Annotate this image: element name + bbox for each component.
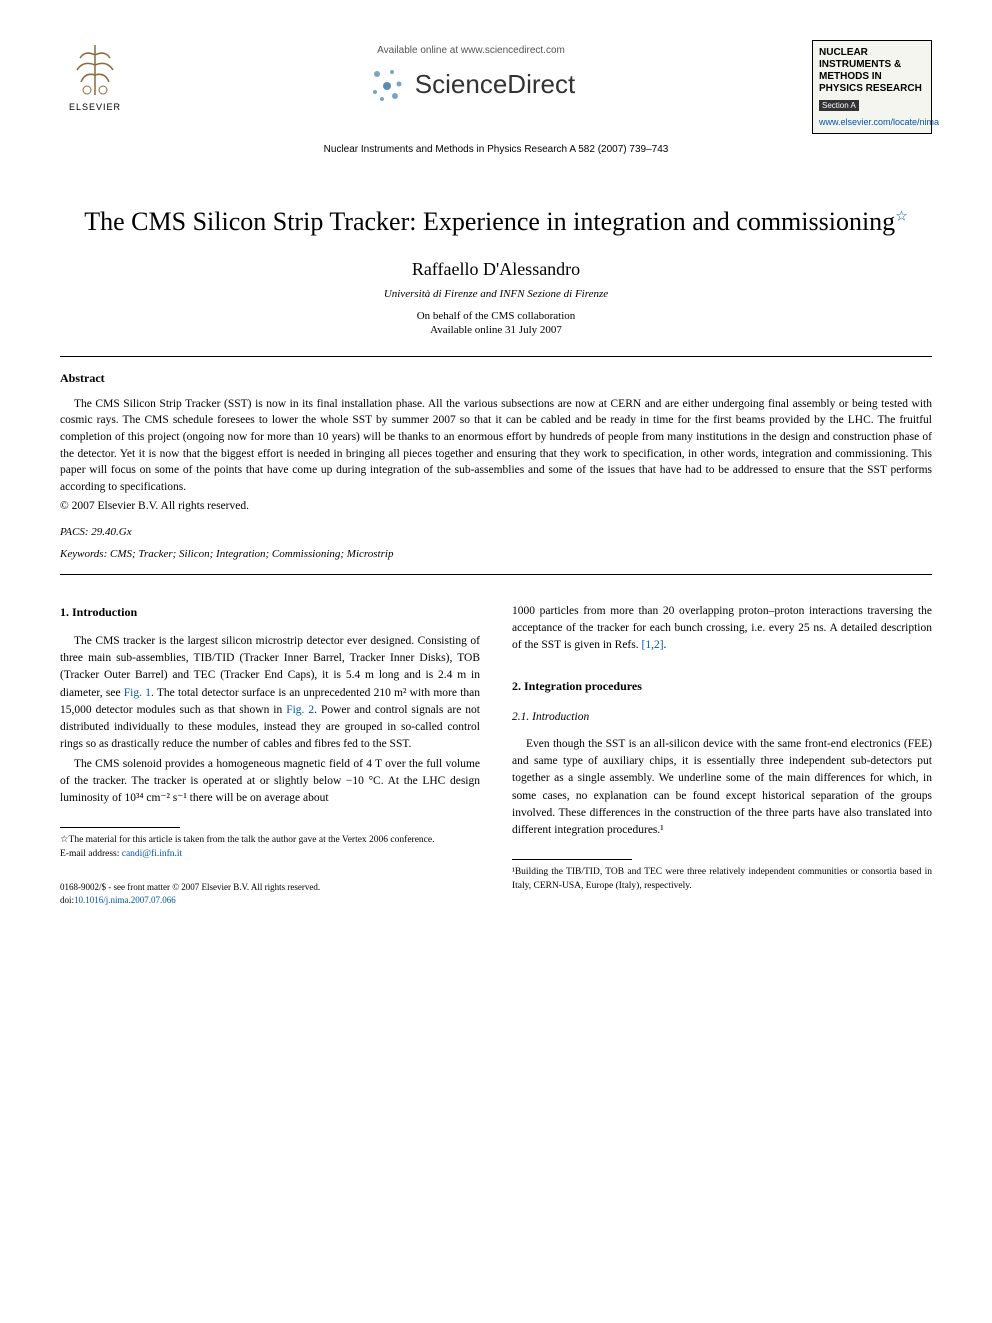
divider	[60, 574, 932, 575]
keywords-label: Keywords:	[60, 548, 107, 560]
front-matter-block: 0168-9002/$ - see front matter © 2007 El…	[60, 881, 480, 906]
footnote-email: E-mail address: candi@fi.infn.it	[60, 848, 480, 861]
abstract-label: Abstract	[60, 371, 932, 386]
journal-box: NUCLEAR INSTRUMENTS & METHODS IN PHYSICS…	[812, 40, 932, 134]
doi-line: doi:10.1016/j.nima.2007.07.066	[60, 894, 480, 907]
intro-paragraph-2-cont: 1000 particles from more than 20 overlap…	[512, 603, 932, 655]
doi-label: doi:	[60, 895, 74, 905]
sciencedirect-block: Available online at www.sciencedirect.co…	[130, 40, 812, 104]
citation-line: Nuclear Instruments and Methods in Physi…	[60, 144, 932, 155]
intro-p2-cont-text: 1000 particles from more than 20 overlap…	[512, 605, 932, 652]
on-behalf-text: On behalf of the CMS collaboration	[60, 310, 932, 322]
pacs-value: 29.40.Gx	[91, 526, 131, 538]
refs-12-link[interactable]: [1,2]	[641, 639, 663, 651]
email-link[interactable]: candi@fi.infn.it	[122, 849, 182, 859]
footnote-1: ¹Building the TIB/TID, TOB and TEC were …	[512, 866, 932, 893]
sciencedirect-name: ScienceDirect	[415, 69, 575, 100]
available-online-date: Available online 31 July 2007	[60, 324, 932, 336]
fig-2-link[interactable]: Fig. 2	[286, 704, 314, 716]
integration-paragraph-1: Even though the SST is an all-silicon de…	[512, 736, 932, 840]
available-online-text: Available online at www.sciencedirect.co…	[130, 45, 812, 56]
journal-box-section: Section A	[819, 100, 859, 111]
email-label: E-mail address:	[60, 849, 119, 859]
section-2-heading: 2. Integration procedures	[512, 677, 932, 695]
title-star-icon[interactable]: ☆	[895, 209, 908, 224]
section-1-heading: 1. Introduction	[60, 603, 480, 621]
header-row: ELSEVIER Available online at www.science…	[60, 40, 932, 134]
keywords-value: CMS; Tracker; Silicon; Integration; Comm…	[110, 548, 393, 560]
doi-link[interactable]: 10.1016/j.nima.2007.07.066	[74, 895, 176, 905]
keywords-line: Keywords: CMS; Tracker; Silicon; Integra…	[60, 548, 932, 560]
front-matter-text: 0168-9002/$ - see front matter © 2007 El…	[60, 881, 480, 894]
left-column: 1. Introduction The CMS tracker is the l…	[60, 603, 480, 906]
right-column: 1000 particles from more than 20 overlap…	[512, 603, 932, 906]
elsevier-logo: ELSEVIER	[60, 40, 130, 120]
section-2-1-heading: 2.1. Introduction	[512, 709, 932, 726]
abstract-copyright: © 2007 Elsevier B.V. All rights reserved…	[60, 500, 932, 512]
title-block: The CMS Silicon Strip Tracker: Experienc…	[60, 205, 932, 239]
elsevier-tree-icon	[65, 40, 125, 100]
intro-p2-end: .	[664, 639, 667, 651]
footnote-star: ☆The material for this article is taken …	[60, 834, 480, 847]
journal-box-link[interactable]: www.elsevier.com/locate/nima	[819, 117, 925, 127]
journal-box-title: NUCLEAR INSTRUMENTS & METHODS IN PHYSICS…	[819, 47, 925, 95]
pacs-label: PACS:	[60, 526, 89, 538]
article-title: The CMS Silicon Strip Tracker: Experienc…	[60, 205, 932, 239]
footnote-divider	[60, 827, 180, 828]
article-title-text: The CMS Silicon Strip Tracker: Experienc…	[84, 207, 895, 236]
intro-paragraph-1: The CMS tracker is the largest silicon m…	[60, 633, 480, 754]
pacs-line: PACS: 29.40.Gx	[60, 526, 932, 538]
author-affiliation: Università di Firenze and INFN Sezione d…	[60, 288, 932, 300]
intro-paragraph-2: The CMS solenoid provides a homogeneous …	[60, 756, 480, 808]
fig-1-link[interactable]: Fig. 1	[124, 687, 151, 699]
sciencedirect-icon	[367, 64, 407, 104]
footnote-divider	[512, 859, 632, 860]
sciencedirect-logo: ScienceDirect	[130, 64, 812, 104]
abstract-text: The CMS Silicon Strip Tracker (SST) is n…	[60, 396, 932, 496]
divider	[60, 356, 932, 357]
body-columns: 1. Introduction The CMS tracker is the l…	[60, 603, 932, 906]
elsevier-label: ELSEVIER	[69, 102, 121, 112]
author-name: Raffaello D'Alessandro	[60, 259, 932, 280]
